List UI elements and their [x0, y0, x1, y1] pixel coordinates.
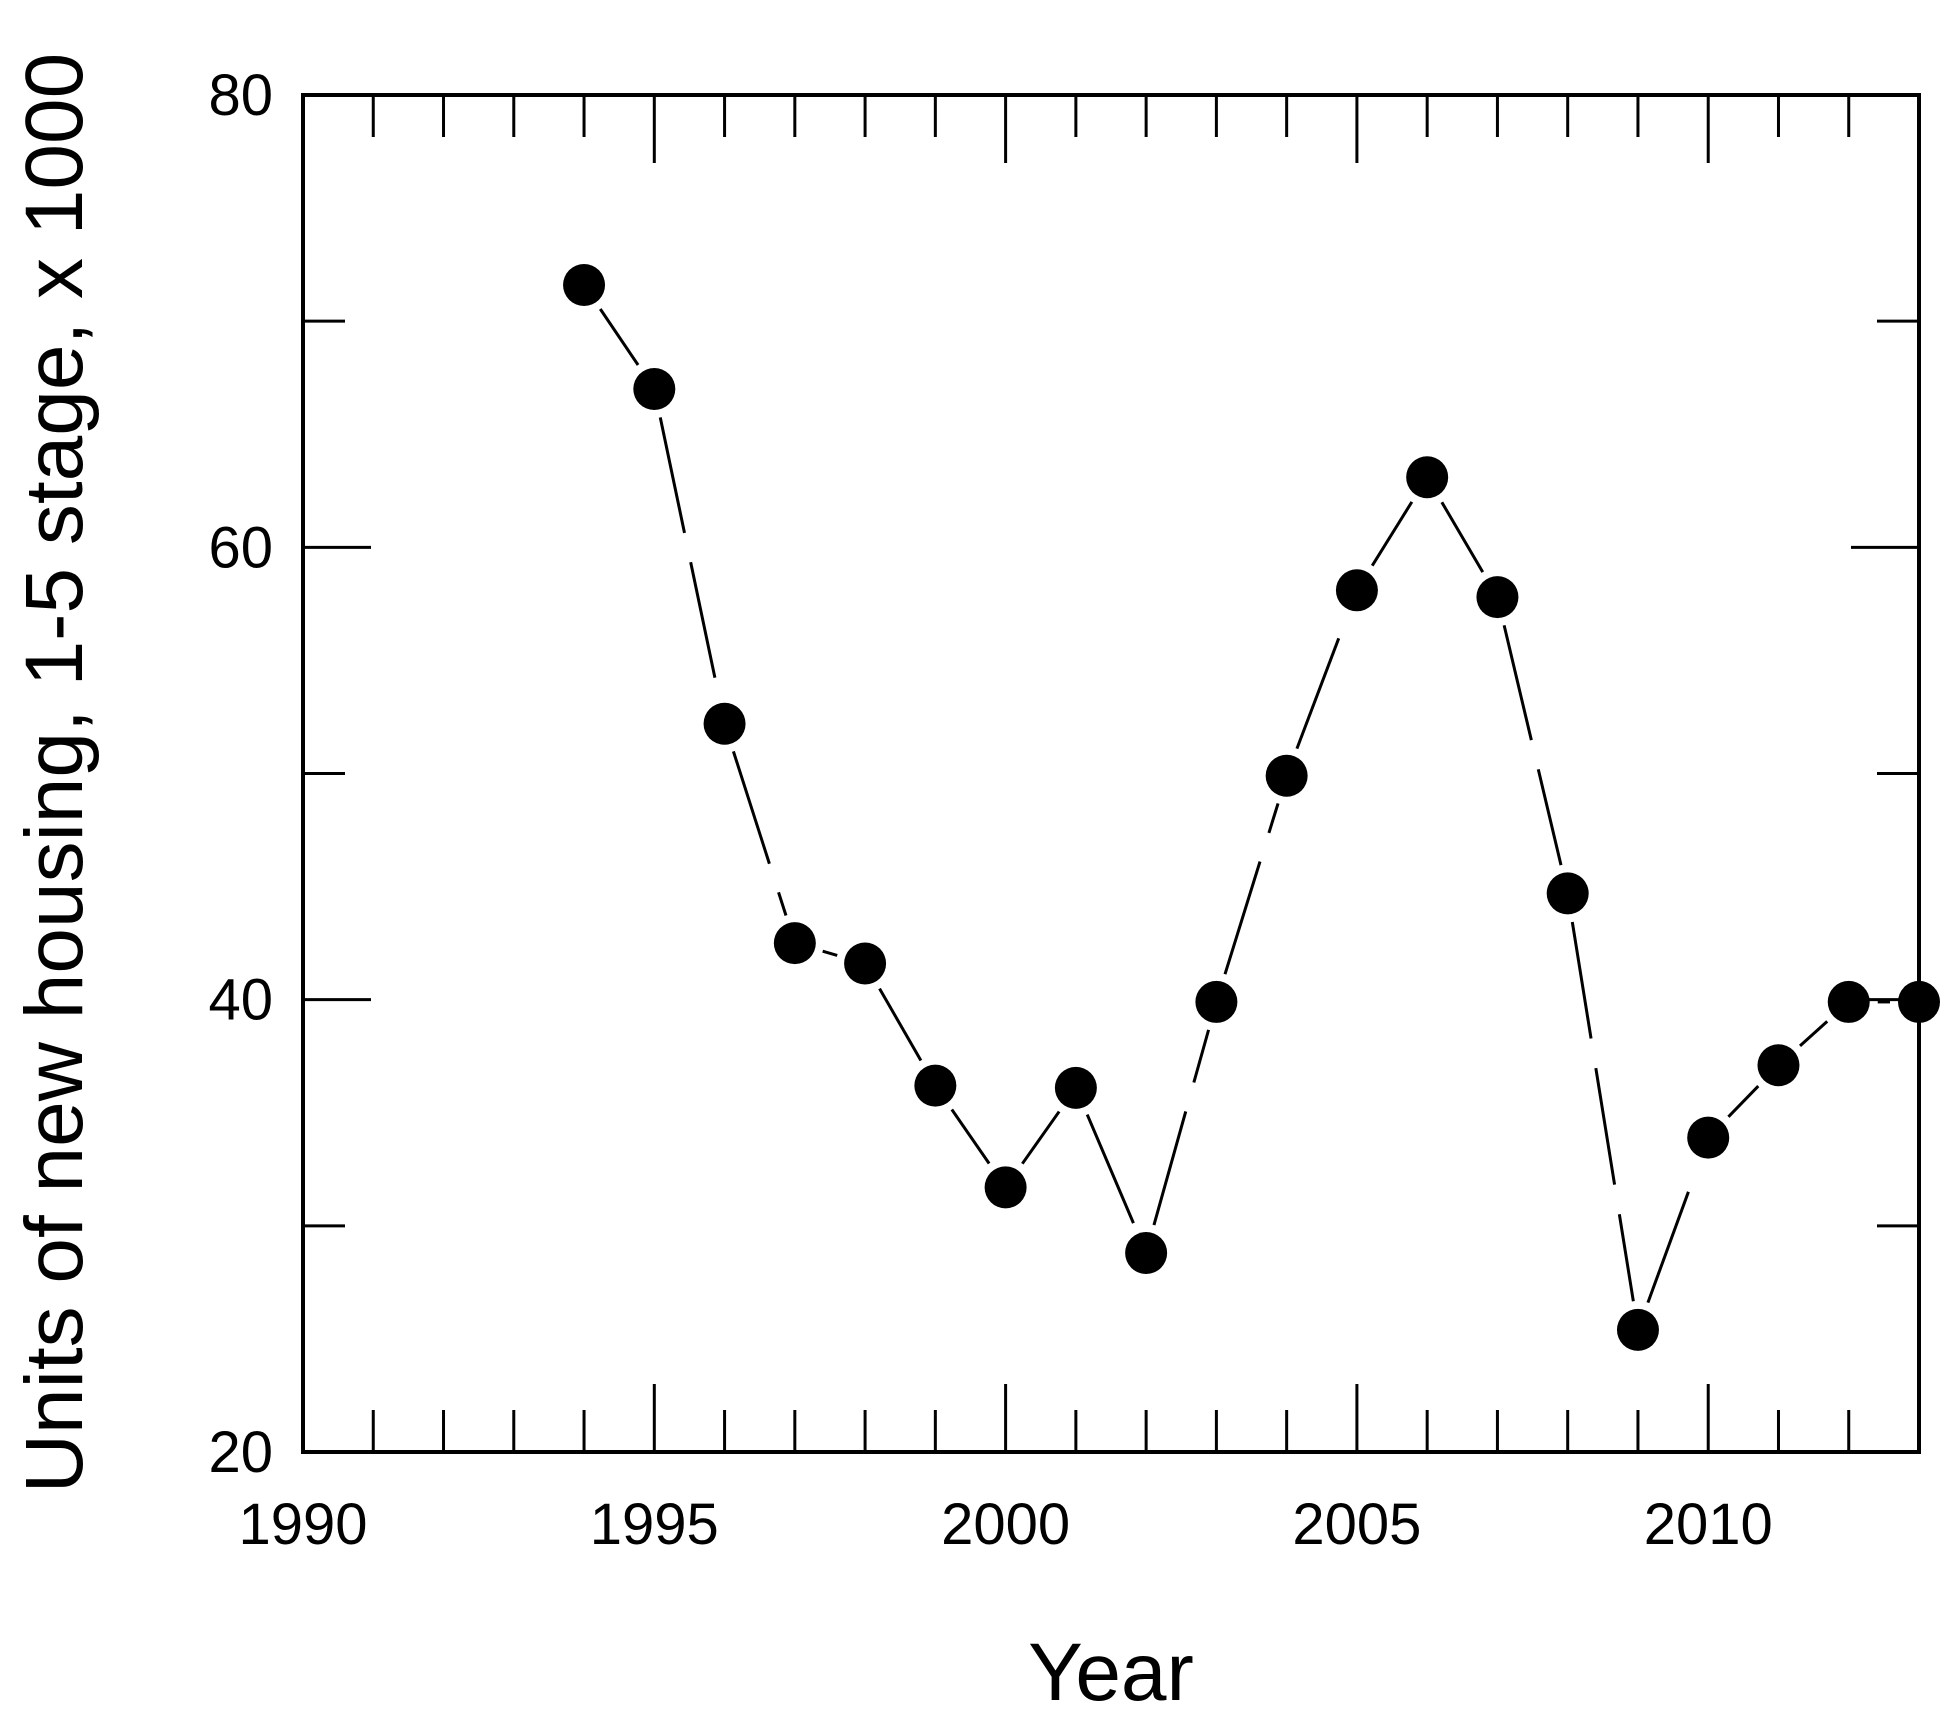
series-segment: [731, 750, 788, 916]
data-point: [1687, 1116, 1730, 1159]
y-axis-title: Units of new housing, 1-5 stage, x 1000: [9, 53, 100, 1493]
series-segment: [658, 417, 721, 696]
data-point: [844, 942, 887, 985]
data-point: [1898, 980, 1940, 1023]
major-ticks: [303, 95, 1919, 1452]
data-point: [914, 1064, 957, 1107]
data-point: [563, 263, 606, 306]
series-segment: [599, 308, 640, 366]
series-segment: [1085, 1113, 1137, 1227]
y-tick-label: 20: [208, 1420, 273, 1485]
x-axis-title: Year: [1028, 1627, 1194, 1714]
x-tick-label: 2010: [1644, 1492, 1773, 1557]
x-tick-label: 2000: [941, 1492, 1070, 1557]
series-segment: [1570, 921, 1635, 1302]
x-tick-label: 1995: [590, 1492, 719, 1557]
series-segment: [1646, 1164, 1700, 1304]
x-tick-label: 1990: [238, 1492, 367, 1557]
data-point: [1195, 980, 1238, 1023]
series-segment: [1295, 616, 1349, 750]
data-point: [984, 1166, 1027, 1209]
x-tick-label: 2005: [1292, 1492, 1421, 1557]
data-point: [1827, 980, 1870, 1023]
series-segment: [1021, 1110, 1061, 1165]
data-point: [1757, 1044, 1800, 1087]
y-tick-label: 60: [208, 515, 273, 580]
data-point: [1125, 1231, 1168, 1274]
series-segment: [1440, 501, 1485, 573]
series-segment: [950, 1108, 991, 1165]
series-segment: [1152, 1029, 1211, 1226]
plot-frame: [301, 93, 1921, 1454]
data-point: [703, 702, 746, 745]
series-points: [563, 263, 1940, 1351]
series-segment: [1502, 624, 1563, 866]
series-segment: [822, 949, 838, 957]
series-segment: [878, 987, 923, 1062]
series-segment: [1799, 1020, 1829, 1047]
series-segment: [1727, 1085, 1760, 1118]
data-point: [633, 368, 676, 411]
series-segment: [1223, 803, 1280, 975]
x-tick-labels: 1990 1995 2000 2005 2010: [238, 1492, 1772, 1557]
minor-ticks: [303, 95, 1919, 1452]
data-point: [1616, 1308, 1659, 1351]
y-tick-labels: 20 40 60 80: [208, 63, 273, 1485]
data-point: [1546, 872, 1589, 915]
y-tick-label: 80: [208, 63, 273, 128]
data-point: [1476, 576, 1519, 619]
data-point: [1406, 456, 1449, 499]
data-point: [1054, 1066, 1097, 1109]
y-tick-label: 40: [208, 968, 273, 1033]
series-line: [599, 308, 1890, 1304]
data-point: [773, 922, 816, 965]
series-segment: [1370, 501, 1414, 567]
data-point: [1335, 569, 1378, 612]
data-point: [1265, 754, 1308, 797]
